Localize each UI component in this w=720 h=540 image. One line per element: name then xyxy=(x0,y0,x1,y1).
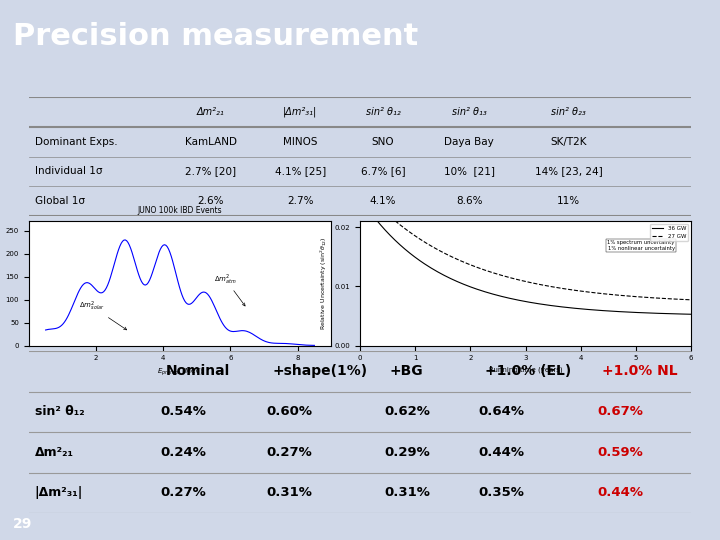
Text: SK/T2K: SK/T2K xyxy=(550,137,587,147)
Text: +1.0% (EL): +1.0% (EL) xyxy=(485,364,571,378)
Text: +1.0% NL: +1.0% NL xyxy=(603,364,678,378)
36 GW xyxy=(381,227,390,233)
Text: 0.31%: 0.31% xyxy=(266,486,312,500)
Text: SNO: SNO xyxy=(372,137,395,147)
Text: 0.24%: 0.24% xyxy=(160,446,206,459)
27 GW xyxy=(659,295,667,302)
X-axis label: $E_{prompt}$ (MeV): $E_{prompt}$ (MeV) xyxy=(156,367,204,379)
Legend: 36 GW, 27 GW: 36 GW, 27 GW xyxy=(650,224,688,241)
X-axis label: Running time (years): Running time (years) xyxy=(489,367,562,373)
Line: 36 GW: 36 GW xyxy=(366,206,691,314)
36 GW xyxy=(422,261,431,268)
Text: $\Delta m^2_{atm}$: $\Delta m^2_{atm}$ xyxy=(214,272,245,306)
Text: 4.1%: 4.1% xyxy=(370,196,397,206)
Title: JUNO 100k IBD Events: JUNO 100k IBD Events xyxy=(138,206,222,215)
Text: 6.7% [6]: 6.7% [6] xyxy=(361,166,405,177)
Text: 0.31%: 0.31% xyxy=(384,486,431,500)
Text: 0.62%: 0.62% xyxy=(384,405,431,418)
27 GW xyxy=(448,254,456,260)
Text: Nominal: Nominal xyxy=(166,364,230,378)
Text: sin² θ₁₂: sin² θ₁₂ xyxy=(35,405,84,418)
Text: 0.67%: 0.67% xyxy=(597,405,643,418)
Text: 0.27%: 0.27% xyxy=(266,446,312,459)
Text: KamLAND: KamLAND xyxy=(185,137,237,147)
Text: +BG: +BG xyxy=(389,364,423,378)
Text: Precision measurement: Precision measurement xyxy=(13,22,418,51)
27 GW xyxy=(670,296,679,302)
Text: 14% [23, 24]: 14% [23, 24] xyxy=(535,166,603,177)
Text: Dominant Exps.: Dominant Exps. xyxy=(35,137,118,147)
36 GW xyxy=(374,219,383,226)
Text: 0.60%: 0.60% xyxy=(266,405,312,418)
Line: 27 GW: 27 GW xyxy=(366,192,691,300)
Text: +shape(1%): +shape(1%) xyxy=(273,364,368,378)
Text: 0.44%: 0.44% xyxy=(597,486,643,500)
Text: 0.27%: 0.27% xyxy=(160,486,206,500)
27 GW xyxy=(381,209,390,215)
Text: sin² θ₂₃: sin² θ₂₃ xyxy=(552,107,586,117)
Text: 0.64%: 0.64% xyxy=(479,405,525,418)
Text: 1% spectrum uncertainty
1% nonlinear uncertainty: 1% spectrum uncertainty 1% nonlinear unc… xyxy=(607,240,675,251)
Text: 4.1% [25]: 4.1% [25] xyxy=(275,166,326,177)
36 GW xyxy=(659,310,667,317)
Text: Daya Bay: Daya Bay xyxy=(444,137,494,147)
Text: 11%: 11% xyxy=(557,196,580,206)
Text: 2.7% [20]: 2.7% [20] xyxy=(185,166,237,177)
Text: Individual 1σ: Individual 1σ xyxy=(35,166,103,177)
36 GW xyxy=(448,276,456,282)
Text: Δm²₂₁: Δm²₂₁ xyxy=(197,107,225,117)
27 GW xyxy=(374,202,383,209)
Y-axis label: Relative Uncertainty (sin$^2\theta_{12}$): Relative Uncertainty (sin$^2\theta_{12}$… xyxy=(319,237,329,330)
27 GW xyxy=(361,189,370,195)
Text: Δm²₂₁: Δm²₂₁ xyxy=(35,446,73,459)
Text: 29: 29 xyxy=(13,517,32,531)
Text: 0.29%: 0.29% xyxy=(384,446,431,459)
36 GW xyxy=(687,311,696,318)
Text: $\Delta m^2_{solar}$: $\Delta m^2_{solar}$ xyxy=(79,300,127,330)
27 GW xyxy=(687,296,696,303)
Text: MINOS: MINOS xyxy=(283,137,318,147)
Text: 8.6%: 8.6% xyxy=(456,196,482,206)
27 GW xyxy=(422,240,431,246)
Text: 2.7%: 2.7% xyxy=(287,196,314,206)
36 GW xyxy=(670,310,679,317)
Text: 10%  [21]: 10% [21] xyxy=(444,166,495,177)
Text: 0.59%: 0.59% xyxy=(597,446,643,459)
Text: 0.35%: 0.35% xyxy=(479,486,524,500)
Text: Global 1σ: Global 1σ xyxy=(35,196,86,206)
Text: 2.6%: 2.6% xyxy=(198,196,224,206)
Text: sin² θ₁₃: sin² θ₁₃ xyxy=(452,107,487,117)
Text: sin² θ₁₂: sin² θ₁₂ xyxy=(366,107,400,117)
Text: |Δm²₃₁|: |Δm²₃₁| xyxy=(35,486,83,500)
Text: 0.54%: 0.54% xyxy=(160,405,206,418)
Text: |Δm²₃₁|: |Δm²₃₁| xyxy=(283,107,318,117)
36 GW xyxy=(361,202,370,209)
Text: 0.44%: 0.44% xyxy=(479,446,525,459)
